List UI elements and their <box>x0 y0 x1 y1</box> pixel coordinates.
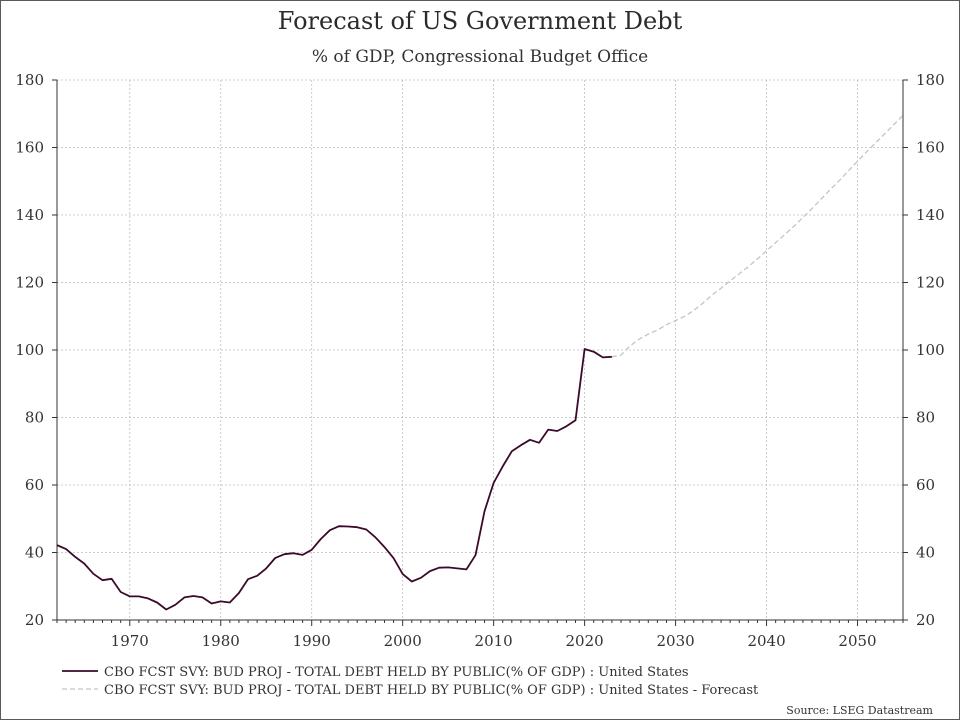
x-tick-label: 1990 <box>293 632 331 650</box>
y-tick-label-right: 120 <box>916 274 945 292</box>
x-tick-label: 2020 <box>566 632 604 650</box>
y-tick-label-right: 140 <box>916 206 945 224</box>
axes <box>56 80 904 621</box>
x-tick-label: 1980 <box>202 632 240 650</box>
y-tick-label-left: 80 <box>25 409 44 427</box>
y-tick-label-right: 100 <box>916 341 945 359</box>
y-tick-label-right: 160 <box>916 139 945 157</box>
y-tick-label-left: 20 <box>25 611 44 629</box>
y-tick-label-left: 140 <box>15 206 44 224</box>
series-line-forecast <box>611 114 903 358</box>
tick-marks <box>52 79 908 626</box>
y-tick-label-left: 60 <box>25 476 44 494</box>
y-tick-label-left: 180 <box>15 71 44 89</box>
y-tick-label-right: 80 <box>916 409 935 427</box>
y-tick-label-left: 100 <box>15 341 44 359</box>
legend-label-forecast: CBO FCST SVY: BUD PROJ - TOTAL DEBT HELD… <box>104 683 759 698</box>
y-tick-label-right: 60 <box>916 476 935 494</box>
y-tick-label-right: 180 <box>916 71 945 89</box>
series-line-actual <box>57 348 612 611</box>
gridlines <box>57 79 903 620</box>
x-tick-label: 2010 <box>475 632 513 650</box>
x-tick-label: 2040 <box>747 632 785 650</box>
legend-label-actual: CBO FCST SVY: BUD PROJ - TOTAL DEBT HELD… <box>104 665 689 680</box>
x-tick-label: 2030 <box>656 632 694 650</box>
y-tick-label-right: 40 <box>916 544 935 562</box>
y-tick-label-right: 20 <box>916 611 935 629</box>
chart-subtitle: % of GDP, Congressional Budget Office <box>311 47 649 67</box>
x-tick-label: 1970 <box>111 632 149 650</box>
chart-title: Forecast of US Government Debt <box>277 7 683 35</box>
source-note: Source: LSEG Datastream <box>786 704 933 717</box>
series-lines <box>57 114 903 611</box>
y-tick-label-left: 120 <box>15 274 44 292</box>
y-tick-label-left: 40 <box>25 544 44 562</box>
x-tick-label: 2050 <box>838 632 876 650</box>
legend: CBO FCST SVY: BUD PROJ - TOTAL DEBT HELD… <box>62 665 759 698</box>
x-tick-label: 2000 <box>384 632 422 650</box>
y-tick-label-left: 160 <box>15 139 44 157</box>
